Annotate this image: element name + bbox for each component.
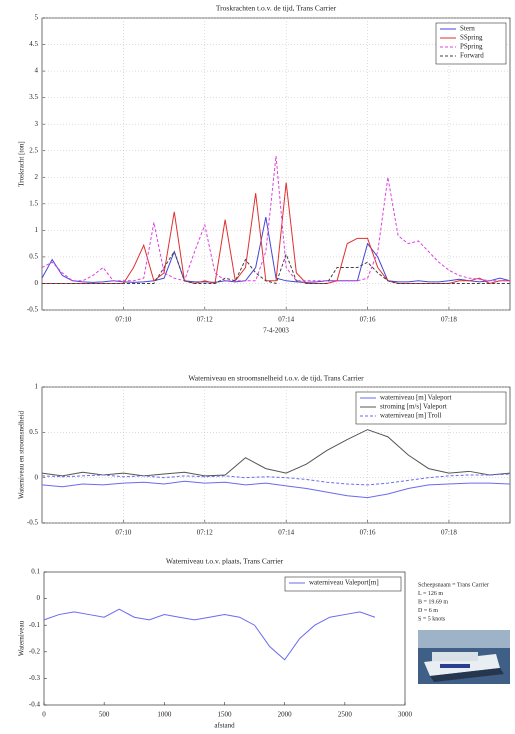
chart-title: Waterniveau en stroomsnelheid t.o.v. de …	[188, 374, 364, 383]
x-axis-label: 7-4-2003	[263, 327, 289, 335]
x-tick-label: 2000	[278, 711, 293, 719]
data-line	[41, 480, 511, 499]
x-tick-label: 1000	[157, 711, 172, 719]
x-tick-label: 07:12	[197, 529, 213, 537]
legend-box	[284, 576, 402, 592]
y-tick-label: -0.5	[27, 306, 39, 314]
y-tick-label: 3	[35, 120, 39, 128]
legend-box	[435, 22, 507, 65]
info-text: B = 19.69 m	[418, 599, 448, 605]
chart-title: Waterniveau t.o.v. plaats, Trans Carrier	[166, 557, 284, 566]
x-tick-label: 07:14	[278, 529, 294, 537]
info-text: D = 6 m	[418, 608, 438, 614]
x-tick-label: 500	[99, 711, 110, 719]
y-tick-label: 5	[35, 14, 39, 22]
legend-label: Stern	[460, 25, 475, 33]
y-tick-label: 0.5	[29, 253, 38, 261]
plot-area	[41, 17, 511, 311]
x-tick-label: 07:18	[441, 316, 457, 324]
ship-photo	[418, 630, 510, 684]
legend-label: waterniveau Valeport[m]	[309, 579, 379, 587]
legend-label: SSpring	[460, 34, 483, 42]
y-tick-label: 4.5	[29, 40, 38, 48]
info-text: Scheepsnaam = Trans Carrier	[418, 582, 489, 588]
info-text: L = 126 m	[418, 591, 443, 597]
plot-area	[43, 571, 406, 706]
legend-label: PSpring	[460, 43, 483, 51]
y-tick-label: 0.5	[29, 428, 38, 436]
x-tick-label: 3000	[398, 711, 413, 719]
x-tick-label: 07:14	[278, 316, 294, 324]
y-tick-label: 0	[35, 473, 39, 481]
y-tick-label: -0.1	[29, 621, 41, 629]
y-tick-label: 1	[35, 383, 39, 391]
y-tick-label: -0.3	[29, 674, 41, 682]
legend-box	[355, 391, 507, 425]
y-tick-label: 1.5	[29, 199, 38, 207]
data-line	[41, 429, 511, 477]
x-tick-label: 2500	[338, 711, 353, 719]
data-line	[41, 155, 510, 282]
x-tick-label: 0	[42, 711, 46, 719]
y-tick-label: 0	[37, 594, 41, 602]
x-tick-label: 07:10	[115, 529, 131, 537]
info-text: S = 5 knots	[418, 616, 446, 622]
y-axis-label: Waterniveau en stroomsnelheid	[18, 410, 26, 499]
y-tick-label: 3.5	[29, 93, 38, 101]
y-axis-label: Troskracht [ton]	[18, 141, 26, 186]
legend-label: Forward	[460, 52, 484, 60]
data-line	[42, 250, 510, 285]
y-tick-label: 0.1	[31, 568, 40, 576]
x-tick-label: 07:16	[360, 529, 376, 537]
y-tick-label: -0.4	[29, 701, 41, 709]
x-tick-label: 07:16	[360, 316, 376, 324]
y-axis-label: Waterniveau	[18, 620, 26, 656]
x-tick-label: 1500	[218, 711, 233, 719]
legend-label: waterniveau [m] Valeport	[380, 394, 451, 402]
x-tick-label: 07:12	[197, 316, 213, 324]
x-tick-label: 07:18	[441, 529, 457, 537]
y-tick-label: 2.5	[29, 146, 38, 154]
y-tick-label: 0	[35, 279, 39, 287]
x-tick-label: 07:10	[115, 316, 131, 324]
y-tick-label: -0.2	[29, 647, 41, 655]
y-tick-label: -0.5	[27, 519, 39, 527]
y-tick-label: 1	[35, 226, 39, 234]
chart-title: Troskrachten t.o.v. de tijd, Trans Carri…	[216, 4, 337, 13]
legend-label: stroming [m/s] Valeport	[380, 403, 447, 411]
y-tick-label: 2	[35, 173, 39, 181]
data-line	[41, 473, 511, 486]
y-tick-label: 4	[35, 67, 39, 75]
x-axis-label: afstand	[214, 722, 235, 730]
data-line	[43, 608, 376, 661]
legend-label: waterniveau [m] Troll	[380, 412, 441, 420]
